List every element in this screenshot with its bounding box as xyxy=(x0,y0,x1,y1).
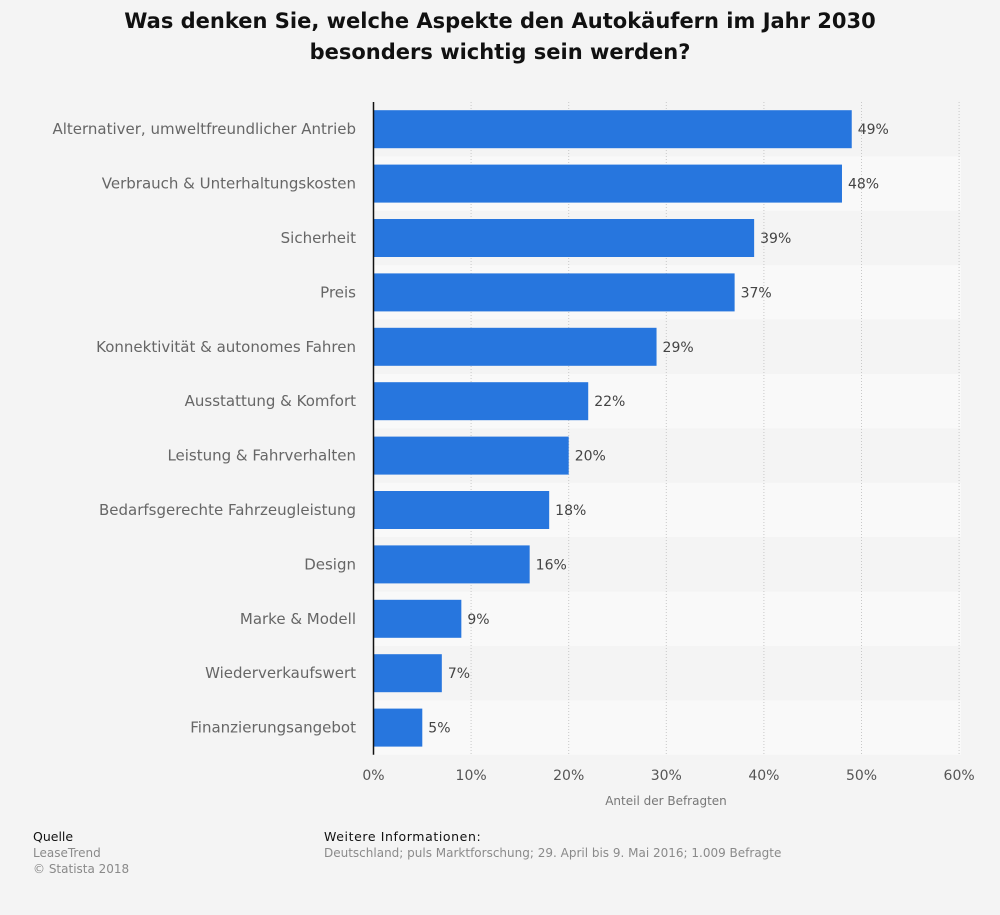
bar[interactable] xyxy=(373,273,735,312)
category-label: Marke & Modell xyxy=(240,610,356,628)
value-label: 22% xyxy=(594,394,625,410)
chart-title-line-1: Was denken Sie, welche Aspekte den Autok… xyxy=(124,9,876,33)
value-label: 49% xyxy=(858,122,889,138)
x-tick-label: 10% xyxy=(456,768,487,784)
bar[interactable] xyxy=(373,110,852,149)
bar[interactable] xyxy=(373,491,550,529)
bar[interactable] xyxy=(373,708,423,747)
bar[interactable] xyxy=(373,327,657,366)
category-label: Leistung & Fahrverhalten xyxy=(167,447,356,465)
value-label: 16% xyxy=(536,557,567,573)
chart-title-line-2: besonders wichtig sein werden? xyxy=(309,40,691,64)
bar[interactable] xyxy=(373,164,842,203)
category-label: Konnektivität & autonomes Fahren xyxy=(96,338,356,356)
category-label: Design xyxy=(304,555,356,573)
bar[interactable] xyxy=(373,382,589,421)
bar[interactable] xyxy=(373,436,569,475)
bar[interactable] xyxy=(373,219,755,257)
bar[interactable] xyxy=(373,654,442,693)
info-heading: Weitere Informationen: xyxy=(324,829,482,844)
bar[interactable] xyxy=(373,545,530,584)
value-label: 29% xyxy=(663,340,694,356)
category-label: Ausstattung & Komfort xyxy=(185,392,357,410)
chart-title: Was denken Sie, welche Aspekte den Autok… xyxy=(50,6,950,68)
value-label: 48% xyxy=(848,177,879,193)
value-label: 9% xyxy=(467,612,489,628)
info-block: Weitere Informationen: Deutschland; puls… xyxy=(324,829,781,861)
copyright: © Statista 2018 xyxy=(33,862,130,876)
category-label: Verbrauch & Unterhaltungskosten xyxy=(102,175,356,193)
x-tick-label: 20% xyxy=(553,768,584,784)
bar[interactable] xyxy=(373,599,462,638)
value-label: 5% xyxy=(428,721,450,737)
category-label: Preis xyxy=(320,283,356,301)
source-name[interactable]: LeaseTrend xyxy=(33,846,101,860)
value-label: 37% xyxy=(741,285,772,301)
row-band xyxy=(373,646,962,701)
x-tick-label: 60% xyxy=(944,768,975,784)
value-label: 39% xyxy=(760,231,791,247)
value-label: 7% xyxy=(448,666,470,682)
x-tick-label: 0% xyxy=(362,768,384,784)
category-label: Sicherheit xyxy=(281,229,356,247)
source-block: Quelle LeaseTrend © Statista 2018 xyxy=(33,829,129,877)
category-label: Bedarfsgerechte Fahrzeugleistung xyxy=(99,501,356,519)
category-label: Wiederverkaufswert xyxy=(205,664,356,682)
value-label: 20% xyxy=(575,449,606,465)
x-axis-title: Anteil der Befragten xyxy=(605,794,727,808)
row-band xyxy=(373,700,962,755)
category-label: Finanzierungsangebot xyxy=(190,719,356,737)
value-label: 18% xyxy=(555,503,586,519)
x-tick-label: 30% xyxy=(651,768,682,784)
row-band xyxy=(373,591,962,646)
info-text: Deutschland; puls Marktforschung; 29. Ap… xyxy=(324,846,782,860)
source-heading: Quelle xyxy=(33,829,74,844)
x-tick-label: 40% xyxy=(748,768,779,784)
x-tick-label: 50% xyxy=(846,768,877,784)
category-label: Alternativer, umweltfreundlicher Antrieb xyxy=(52,120,356,138)
